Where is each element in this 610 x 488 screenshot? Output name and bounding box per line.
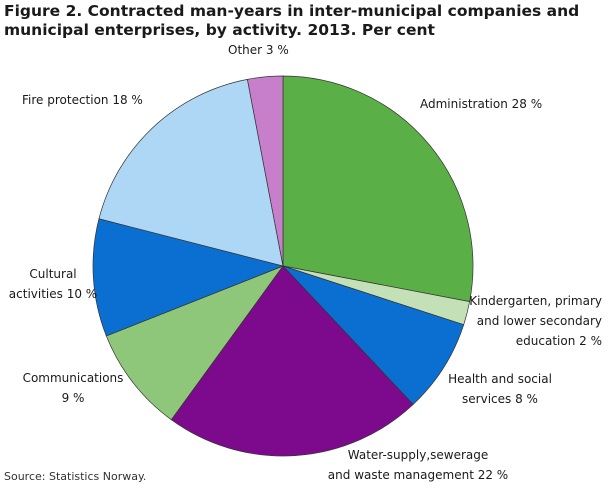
pie-slice [170,265,414,457]
slice-label: Fire protection 18 % [22,93,143,107]
slice-label: Administration 28 % [420,97,542,111]
slice-label: Other 3 % [228,43,289,57]
pie-slice [246,75,284,267]
slice-label: Communications 9 % [23,371,124,405]
pie-slice [92,218,285,337]
slice-label: Water-supply,sewerage and waste managemen… [328,448,508,482]
chart-title: Figure 2. Contracted man-years in inter-… [4,2,580,39]
pie-slice [98,78,284,267]
slice-label: Cultural activities 10 % [9,267,97,301]
slice-label: Kindergarten, primary and lower secondary… [469,294,602,348]
slice-label: Health and social services 8 % [448,372,552,406]
pie-slice [282,75,474,303]
pie-slice [105,265,284,421]
source-note: Source: Statistics Norway. [4,470,147,483]
pie-slice [282,265,465,405]
